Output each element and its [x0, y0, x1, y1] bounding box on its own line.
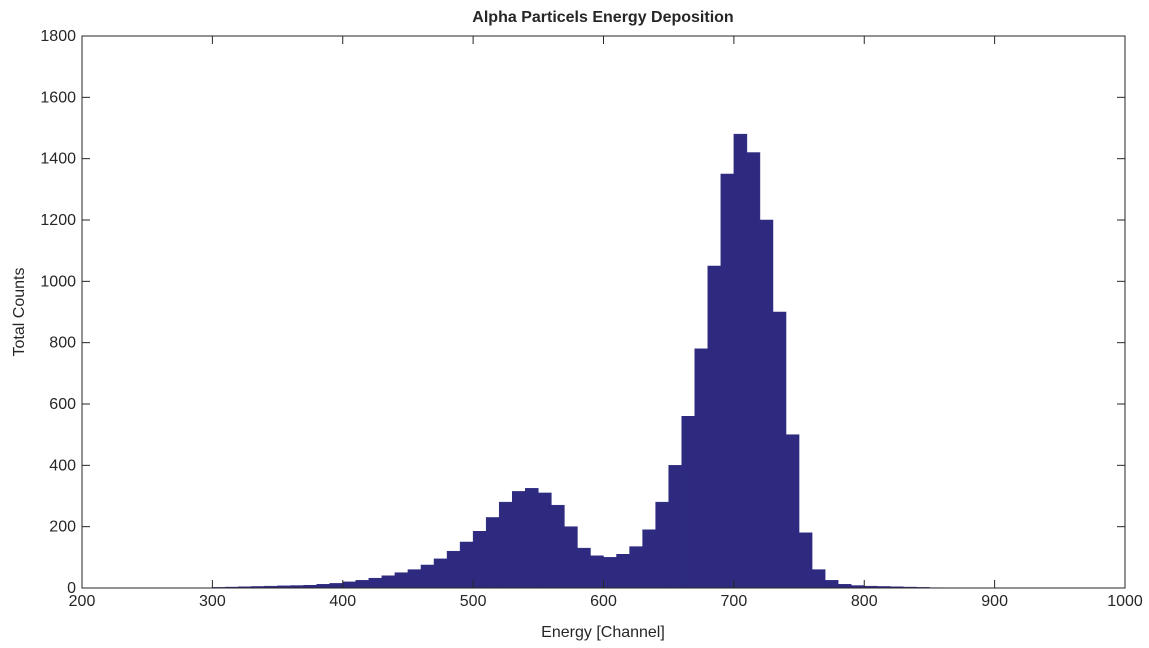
bar	[343, 582, 356, 588]
bar	[760, 220, 773, 588]
y-tick-label: 1000	[40, 273, 76, 290]
x-tick-label: 900	[981, 593, 1008, 610]
bar	[473, 531, 486, 588]
x-tick-label: 400	[329, 593, 356, 610]
bar	[643, 530, 656, 588]
bar	[734, 134, 747, 588]
bar	[525, 488, 538, 588]
bar	[564, 527, 577, 588]
bar	[773, 312, 786, 588]
bar	[330, 583, 343, 588]
y-axis-label: Total Counts	[11, 268, 28, 357]
bar	[799, 533, 812, 588]
bar	[721, 174, 734, 588]
y-tick-label: 600	[49, 396, 76, 413]
bar	[825, 580, 838, 588]
bar	[669, 465, 682, 588]
bar	[434, 559, 447, 588]
bar	[786, 435, 799, 588]
x-tick-label: 700	[721, 593, 748, 610]
bar	[695, 349, 708, 588]
bar	[382, 576, 395, 588]
y-tick-label: 0	[67, 580, 76, 597]
bar	[538, 493, 551, 588]
bar	[447, 551, 460, 588]
bar	[551, 505, 564, 588]
bar	[812, 570, 825, 588]
plot-frame	[82, 36, 1125, 588]
bar	[617, 554, 630, 588]
bar	[747, 153, 760, 588]
bar	[369, 578, 382, 588]
y-tick-label: 200	[49, 519, 76, 536]
y-tick-label: 1800	[40, 28, 76, 45]
y-tick-label: 400	[49, 457, 76, 474]
x-tick-label: 800	[851, 593, 878, 610]
y-tick-label: 1200	[40, 212, 76, 229]
bar	[512, 491, 525, 588]
bar	[656, 502, 669, 588]
bar	[499, 502, 512, 588]
bar	[395, 573, 408, 588]
y-tick-label: 800	[49, 335, 76, 352]
bar	[590, 556, 603, 588]
bar	[408, 570, 421, 588]
chart-title: Alpha Particels Energy Deposition	[472, 9, 733, 26]
bar	[460, 542, 473, 588]
bar	[317, 584, 330, 588]
bar	[356, 580, 369, 588]
bar	[682, 416, 695, 588]
y-tick-label: 1400	[40, 151, 76, 168]
bar	[577, 548, 590, 588]
bar	[604, 557, 617, 588]
x-axis-label: Energy [Channel]	[541, 624, 665, 641]
x-tick-label: 300	[199, 593, 226, 610]
x-tick-label: 600	[590, 593, 617, 610]
x-tick-label: 500	[460, 593, 487, 610]
bar	[630, 547, 643, 588]
x-tick-label: 1000	[1107, 593, 1143, 610]
y-tick-label: 1600	[40, 89, 76, 106]
bar	[486, 517, 499, 588]
bar	[708, 266, 721, 588]
bar	[838, 584, 851, 588]
bar	[421, 565, 434, 588]
